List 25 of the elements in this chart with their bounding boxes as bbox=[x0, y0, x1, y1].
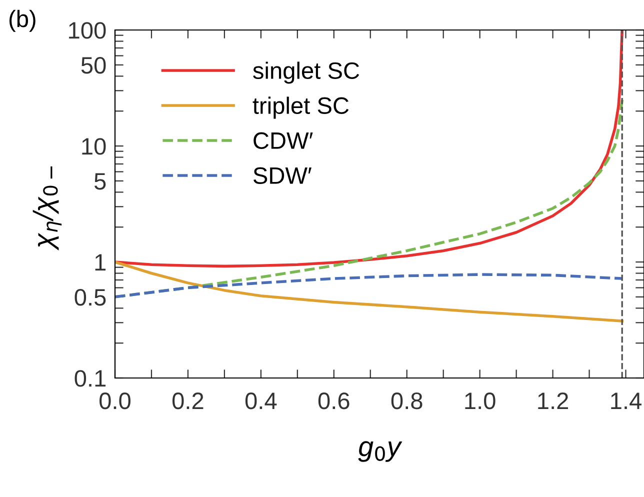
x-tick-label: 0.4 bbox=[245, 392, 277, 410]
x-tick-label: 1.2 bbox=[538, 392, 568, 409]
y-tick-label: 0.1 bbox=[74, 370, 106, 387]
y-tick-label: 0.5 bbox=[74, 288, 106, 306]
y-tick-label: 100 bbox=[69, 22, 106, 39]
line-series bbox=[115, 273, 624, 298]
y-tick-label: 1 bbox=[95, 254, 106, 271]
y-tick-label: 50 bbox=[81, 56, 106, 74]
x-tick-label: 0.6 bbox=[318, 392, 350, 410]
x-tick-label: 1.0 bbox=[465, 392, 496, 410]
x-tick-label: 0.8 bbox=[391, 392, 422, 410]
line-series bbox=[115, 260, 624, 322]
legend-label: CDW′ bbox=[254, 132, 313, 150]
y-tick-label: 5 bbox=[94, 173, 106, 190]
line-series bbox=[115, 30, 624, 268]
legend-label: singlet SC bbox=[253, 62, 360, 84]
x-tick-label: 0.0 bbox=[100, 392, 130, 410]
x-axis-title: g$_{0}$y bbox=[358, 441, 402, 462]
x-tick-label: 0.2 bbox=[172, 392, 204, 410]
text: (b) bbox=[9, 10, 36, 32]
legend-label: triplet SC bbox=[252, 96, 349, 119]
y-axis-title: χ$_{η}$/χ$_{0−}$ bbox=[32, 166, 62, 250]
legend-label: SDW′ bbox=[253, 167, 312, 184]
x-tick-label: 1.4 bbox=[611, 392, 642, 409]
y-tick-label: 10 bbox=[82, 138, 106, 155]
